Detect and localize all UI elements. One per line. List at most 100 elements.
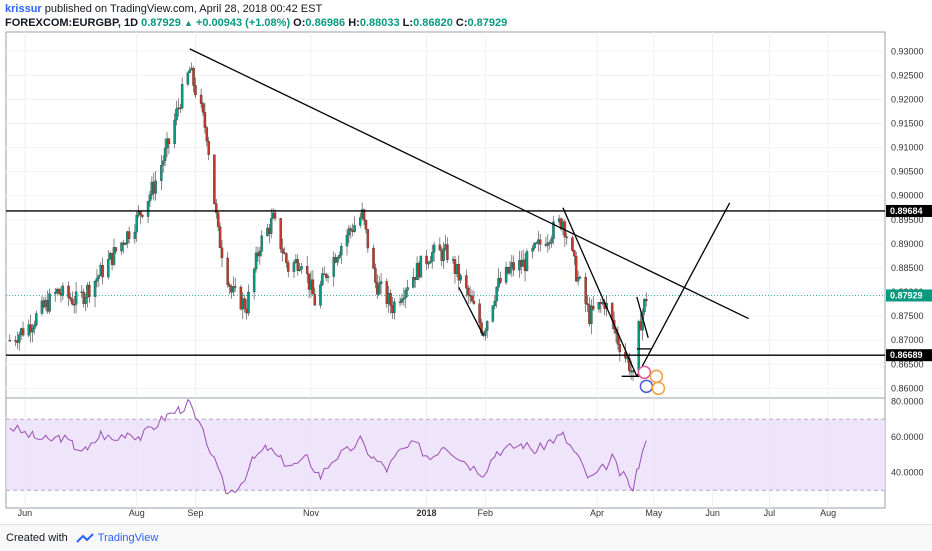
price-axis-label-box xyxy=(886,289,932,302)
candle-body xyxy=(146,200,150,217)
time-tick-label: Aug xyxy=(820,508,836,518)
candle-body xyxy=(141,214,144,217)
chart-area[interactable]: 0.93000 0.92500 0.92000 0.91500 0.91000 0.905… xyxy=(0,0,932,524)
candle-body xyxy=(425,255,428,264)
candle-body xyxy=(71,298,74,305)
candle-body xyxy=(332,257,335,277)
rsi-pane[interactable]: 80.0000 60.0000 40.0000 xyxy=(5,397,924,509)
high-value: 0.88033 xyxy=(359,17,400,29)
candle-body xyxy=(597,302,601,310)
time-tick-label: Jun xyxy=(18,508,33,518)
candle-body xyxy=(54,292,57,294)
candle-body xyxy=(552,221,555,239)
price-tick-label: 0.90000 xyxy=(891,191,924,201)
candle-body xyxy=(465,275,468,289)
candle-body xyxy=(163,147,167,161)
candle-body xyxy=(538,239,542,245)
candle-body xyxy=(393,301,396,314)
candle-body xyxy=(313,293,317,306)
candle-body xyxy=(573,250,576,257)
candle-body xyxy=(205,127,209,142)
event-badge-icon xyxy=(651,381,666,396)
author-name[interactable]: krissur xyxy=(5,3,42,15)
candle-body xyxy=(584,276,587,304)
candle-body xyxy=(114,247,118,252)
open-label: O: xyxy=(293,17,306,29)
candle-body xyxy=(287,262,290,272)
price-tick-label: 0.91000 xyxy=(891,143,924,153)
candle-body xyxy=(269,218,273,234)
candle-body xyxy=(495,286,498,302)
price-tick-label: 0.93000 xyxy=(891,46,924,56)
candle-body xyxy=(233,286,237,288)
candle-body xyxy=(432,244,436,253)
price-tick-label: 0.89000 xyxy=(891,239,924,249)
candle-body xyxy=(427,263,430,265)
candle-body xyxy=(504,267,508,283)
candle-body xyxy=(324,273,328,278)
candle-body xyxy=(220,247,224,259)
candle-body xyxy=(484,330,487,336)
candle-body xyxy=(364,220,368,230)
tradingview-link[interactable]: TradingView xyxy=(97,532,159,544)
candle-body xyxy=(199,94,203,104)
candle-body xyxy=(57,288,61,295)
candle-body xyxy=(457,263,461,281)
candle-body xyxy=(389,293,392,306)
footer: Created with TradingView xyxy=(0,524,932,551)
rsi-tick-label: 60.0000 xyxy=(891,432,924,442)
candle-body xyxy=(429,261,432,264)
candle-body xyxy=(69,297,72,300)
candle-body xyxy=(154,180,157,194)
candle-body xyxy=(243,298,246,310)
price-axis-label: 0.89684 xyxy=(890,206,923,216)
candle-body xyxy=(546,242,550,246)
candle-body xyxy=(285,253,288,263)
candle-body xyxy=(192,67,195,86)
candle-body xyxy=(533,242,536,249)
candle-body xyxy=(216,212,220,227)
price-pane[interactable]: 0.93000 0.92500 0.92000 0.91500 0.91000 0.905… xyxy=(5,31,932,399)
candle-body xyxy=(478,303,481,323)
candle-body xyxy=(372,247,375,269)
candle-body xyxy=(336,257,339,263)
candle-body xyxy=(124,243,127,245)
price-tick-label: 0.86500 xyxy=(891,359,924,369)
candle-body xyxy=(525,251,529,272)
candle-body xyxy=(88,284,91,297)
price-axis-label-box xyxy=(886,349,932,362)
candle-body xyxy=(576,277,580,282)
candle-body xyxy=(67,285,70,298)
time-axis[interactable]: Jun Aug Sep Nov 2018 Feb Apr May Jun Jul Aug xyxy=(18,508,836,518)
candle-body xyxy=(618,344,622,353)
candle-body xyxy=(203,112,207,128)
candle-body xyxy=(590,305,593,325)
time-tick-label: Feb xyxy=(478,508,494,518)
candle-body xyxy=(21,328,25,336)
candle-body xyxy=(84,297,87,304)
candle-body xyxy=(345,234,349,247)
price-axis-label: 0.86689 xyxy=(890,350,923,360)
candle-body xyxy=(366,229,370,249)
time-tick-label: 2018 xyxy=(417,508,437,518)
candle-body xyxy=(95,278,99,282)
price-tick-label: 0.87500 xyxy=(891,311,924,321)
candle-body xyxy=(321,273,324,285)
price-change: +0.00943 (+1.08%) xyxy=(195,17,291,29)
price-tick-label: 0.91500 xyxy=(891,119,924,129)
trendline xyxy=(562,207,638,377)
candle-body xyxy=(72,303,76,306)
candle-body xyxy=(207,140,210,155)
candle-body xyxy=(470,295,474,302)
candle-body xyxy=(592,305,595,310)
candle-body xyxy=(512,262,515,271)
created-with-text: Created with xyxy=(6,532,68,544)
open-value: 0.86986 xyxy=(305,17,346,29)
candle-body xyxy=(353,225,356,232)
candle-body xyxy=(326,276,330,278)
candle-body xyxy=(107,259,110,278)
candle-body xyxy=(281,248,284,254)
candle-body xyxy=(349,228,353,231)
candle-body xyxy=(160,165,163,181)
candle-body xyxy=(497,278,500,288)
